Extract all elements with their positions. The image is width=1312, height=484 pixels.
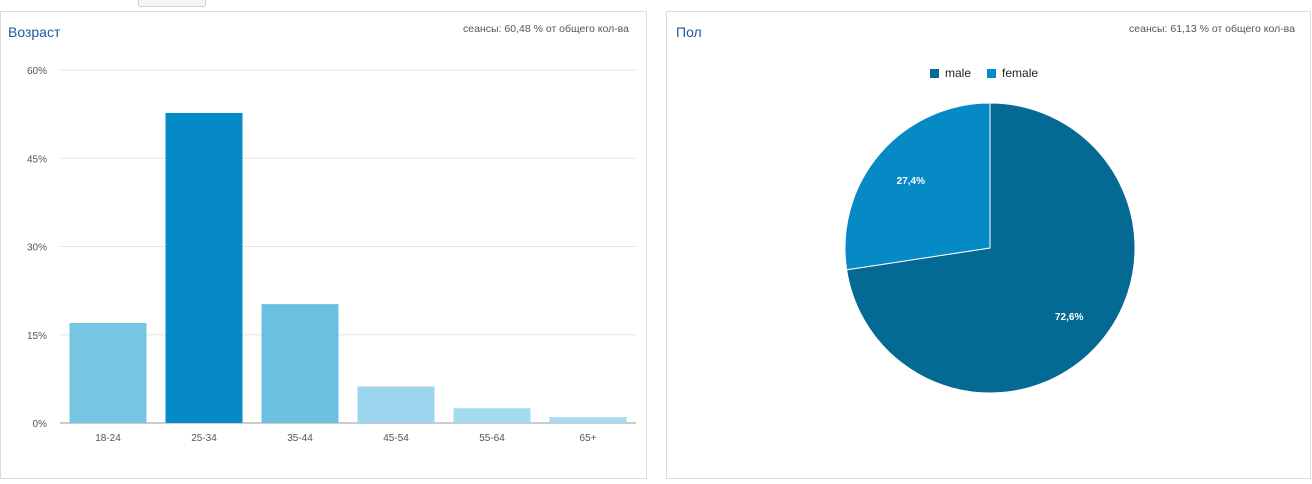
y-tick-label: 15% — [27, 331, 47, 342]
x-tick-label: 18-24 — [95, 433, 121, 444]
y-tick-label: 30% — [27, 243, 47, 254]
bar-18-24 — [69, 322, 147, 423]
legend-label-male: male — [945, 66, 972, 80]
pie-slice-female — [844, 102, 991, 271]
bar-35-44 — [261, 304, 339, 423]
legend-item-male[interactable]: male — [930, 66, 971, 80]
x-tick-label: 65+ — [580, 433, 597, 444]
gender-chart-panel: Пол сеансы: 61,13 % от общего кол-ва mal… — [666, 11, 1311, 479]
age-chart-panel: Возраст сеансы: 60,48 % от общего кол-ва… — [0, 11, 647, 479]
gender-chart-subtitle: сеансы: 61,13 % от общего кол-ва — [1129, 23, 1295, 35]
x-tick-label: 55-64 — [479, 433, 505, 444]
x-tick-label: 45-54 — [383, 433, 409, 444]
bar-45-54 — [357, 386, 435, 423]
bar-25-34 — [165, 112, 243, 423]
y-tick-label: 45% — [27, 154, 47, 165]
legend-swatch-female — [987, 68, 997, 78]
y-tick-label: 0% — [33, 419, 48, 430]
legend-label-female: female — [1002, 66, 1039, 80]
legend-swatch-male — [930, 68, 939, 78]
gender-legend: male female — [930, 66, 1038, 80]
pie-slice-male — [846, 102, 1136, 394]
gender-pie-chart: 72,6% 27,4% — [844, 102, 1136, 394]
gender-chart-title: Пол — [676, 24, 702, 40]
bar-55-64 — [453, 408, 531, 423]
age-chart-title: Возраст — [8, 24, 61, 40]
pie-value-label: 72,6% — [1055, 312, 1083, 323]
x-tick-label: 35-44 — [287, 433, 313, 444]
age-chart-subtitle: сеансы: 60,48 % от общего кол-ва — [463, 23, 629, 35]
bar-65+ — [549, 417, 627, 423]
pie-value-label: 27,4% — [897, 176, 925, 187]
x-tick-label: 25-34 — [191, 433, 217, 444]
top-tab[interactable] — [138, 0, 206, 7]
age-bar-chart: 0% 15% 30% 45% 60% 18-24 25-34 35-44 45-54 55-64 6… — [27, 66, 636, 444]
y-tick-label: 60% — [27, 66, 47, 77]
legend-item-female[interactable]: female — [987, 66, 1038, 80]
